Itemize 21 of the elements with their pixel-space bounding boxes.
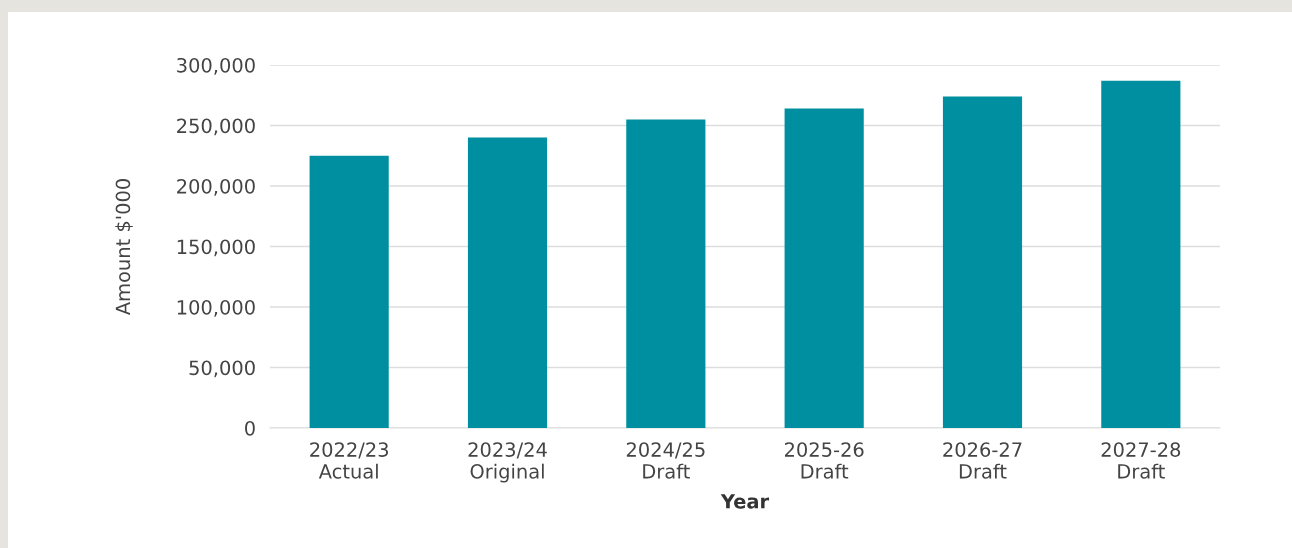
- bar: [309, 155, 389, 428]
- x-tick-label: 2026-27 Draft: [943, 442, 1022, 479]
- x-tick-label: 2024/25 Draft: [626, 442, 705, 479]
- bar: [467, 137, 548, 428]
- x-tick-label: 2023/24 Original: [468, 442, 547, 483]
- x-tick-label: 2027-28 Draft: [1101, 442, 1181, 479]
- y-tick-label: 100,000: [177, 299, 255, 317]
- y-tick-label: 150,000: [177, 239, 255, 257]
- bar: [626, 119, 706, 428]
- y-tick-label: 300,000: [177, 57, 255, 75]
- x-axis-title: Year: [720, 494, 770, 509]
- bar: [1101, 80, 1181, 428]
- y-tick-label: 0: [245, 420, 255, 436]
- bar: [784, 108, 864, 428]
- y-tick-label: 250,000: [177, 118, 255, 136]
- y-tick-label: 50,000: [189, 360, 255, 378]
- bar: [942, 96, 1023, 428]
- x-tick-label: 2025-26 Draft: [784, 442, 864, 479]
- y-axis-title: Amount $'000: [115, 179, 133, 316]
- y-tick-label: 200,000: [177, 178, 255, 196]
- x-tick-label: 2022/23 Actual: [310, 442, 388, 479]
